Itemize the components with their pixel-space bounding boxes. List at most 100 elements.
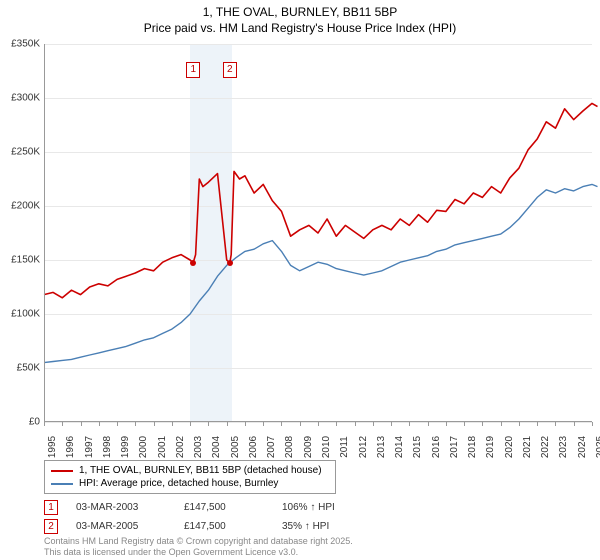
y-tick-label: £250K <box>0 147 40 158</box>
chart-title: 1, THE OVAL, BURNLEY, BB11 5BP Price pai… <box>0 0 600 36</box>
x-tick-mark <box>81 422 82 426</box>
legend-item: 1, THE OVAL, BURNLEY, BB11 5BP (detached… <box>51 464 329 477</box>
x-tick-mark <box>227 422 228 426</box>
x-tick-mark <box>154 422 155 426</box>
chart-container: 1, THE OVAL, BURNLEY, BB11 5BP Price pai… <box>0 0 600 560</box>
y-tick-label: £100K <box>0 309 40 320</box>
x-tick-mark <box>446 422 447 426</box>
plot-marker-box: 2 <box>223 62 237 78</box>
x-tick-mark <box>501 422 502 426</box>
x-tick-mark <box>336 422 337 426</box>
x-tick-label: 2001 <box>157 436 168 458</box>
x-tick-label: 2021 <box>522 436 533 458</box>
x-tick-mark <box>208 422 209 426</box>
event-marker-icon: 2 <box>44 519 58 534</box>
x-tick-mark <box>62 422 63 426</box>
legend-item: HPI: Average price, detached house, Burn… <box>51 477 329 490</box>
footer-attribution: Contains HM Land Registry data © Crown c… <box>44 536 353 559</box>
y-tick-label: £150K <box>0 255 40 266</box>
x-tick-label: 2002 <box>175 436 186 458</box>
x-tick-label: 2009 <box>303 436 314 458</box>
x-tick-label: 2000 <box>138 436 149 458</box>
sale-dot <box>227 260 233 266</box>
footer-line: Contains HM Land Registry data © Crown c… <box>44 536 353 547</box>
x-tick-label: 2011 <box>339 436 350 458</box>
x-tick-label: 2022 <box>540 436 551 458</box>
legend: 1, THE OVAL, BURNLEY, BB11 5BP (detached… <box>44 460 336 494</box>
event-marker-icon: 1 <box>44 500 58 515</box>
title-line1: 1, THE OVAL, BURNLEY, BB11 5BP <box>0 4 600 20</box>
x-tick-mark <box>519 422 520 426</box>
x-tick-label: 2007 <box>266 436 277 458</box>
x-tick-mark <box>355 422 356 426</box>
x-tick-mark <box>245 422 246 426</box>
x-tick-label: 2025 <box>595 436 600 458</box>
legend-label: 1, THE OVAL, BURNLEY, BB11 5BP (detached… <box>79 465 322 476</box>
event-row: 2 03-MAR-2005 £147,500 35% ↑ HPI <box>44 517 372 536</box>
events-table: 1 03-MAR-2003 £147,500 106% ↑ HPI 2 03-M… <box>44 498 372 536</box>
x-tick-mark <box>537 422 538 426</box>
x-tick-label: 1998 <box>102 436 113 458</box>
x-tick-mark <box>555 422 556 426</box>
x-tick-label: 2023 <box>558 436 569 458</box>
legend-swatch <box>51 470 73 472</box>
plot-area: £0£50K£100K£150K£200K£250K£300K£350K 12 … <box>44 44 592 422</box>
y-tick-label: £350K <box>0 39 40 50</box>
x-tick-mark <box>428 422 429 426</box>
x-tick-label: 2014 <box>394 436 405 458</box>
event-price: £147,500 <box>184 502 264 513</box>
x-tick-label: 2024 <box>577 436 588 458</box>
legend-swatch <box>51 483 73 485</box>
x-tick-label: 2012 <box>358 436 369 458</box>
x-tick-label: 2013 <box>376 436 387 458</box>
y-axis-line <box>44 44 45 422</box>
y-tick-label: £200K <box>0 201 40 212</box>
x-tick-mark <box>574 422 575 426</box>
x-tick-label: 2005 <box>230 436 241 458</box>
event-row: 1 03-MAR-2003 £147,500 106% ↑ HPI <box>44 498 372 517</box>
x-tick-label: 2016 <box>431 436 442 458</box>
x-tick-mark <box>99 422 100 426</box>
x-tick-label: 2003 <box>193 436 204 458</box>
x-tick-mark <box>482 422 483 426</box>
y-tick-label: £0 <box>0 417 40 428</box>
x-tick-label: 2018 <box>467 436 478 458</box>
x-tick-mark <box>281 422 282 426</box>
plot-marker-box: 1 <box>186 62 200 78</box>
x-tick-mark <box>190 422 191 426</box>
legend-label: HPI: Average price, detached house, Burn… <box>79 478 278 489</box>
x-tick-label: 1995 <box>47 436 58 458</box>
x-tick-mark <box>464 422 465 426</box>
x-tick-label: 2020 <box>504 436 515 458</box>
x-tick-label: 2006 <box>248 436 259 458</box>
y-tick-label: £300K <box>0 93 40 104</box>
x-tick-mark <box>263 422 264 426</box>
x-tick-mark <box>44 422 45 426</box>
series-line <box>44 103 598 297</box>
x-tick-mark <box>409 422 410 426</box>
event-date: 03-MAR-2003 <box>76 502 166 513</box>
x-tick-label: 2019 <box>485 436 496 458</box>
series-line <box>44 184 598 362</box>
x-tick-mark <box>318 422 319 426</box>
x-tick-mark <box>373 422 374 426</box>
event-relative: 106% ↑ HPI <box>282 502 372 513</box>
event-price: £147,500 <box>184 521 264 532</box>
x-tick-label: 2010 <box>321 436 332 458</box>
x-tick-mark <box>592 422 593 426</box>
x-tick-label: 1999 <box>120 436 131 458</box>
title-line2: Price paid vs. HM Land Registry's House … <box>0 20 600 36</box>
line-series-svg <box>44 44 592 422</box>
event-relative: 35% ↑ HPI <box>282 521 372 532</box>
x-tick-label: 1996 <box>65 436 76 458</box>
sale-dot <box>190 260 196 266</box>
x-tick-label: 2004 <box>211 436 222 458</box>
footer-line: This data is licensed under the Open Gov… <box>44 547 353 558</box>
x-tick-mark <box>135 422 136 426</box>
x-tick-mark <box>391 422 392 426</box>
x-tick-mark <box>172 422 173 426</box>
x-tick-label: 2008 <box>284 436 295 458</box>
x-tick-mark <box>117 422 118 426</box>
x-tick-label: 1997 <box>84 436 95 458</box>
x-tick-label: 2017 <box>449 436 460 458</box>
